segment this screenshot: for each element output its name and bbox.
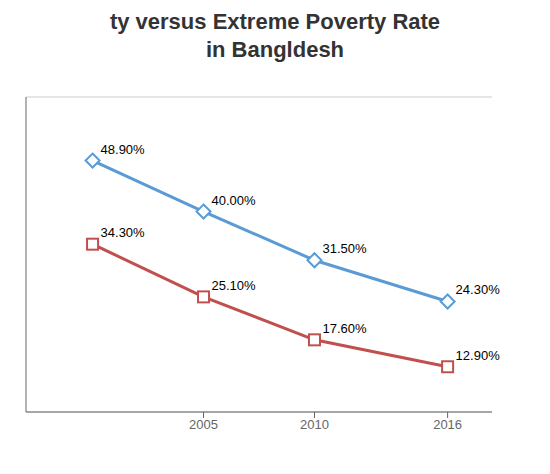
svg-text:34.30%: 34.30% — [101, 225, 146, 240]
html-text:ty versus Extreme Poverty Rate: ty versus Extreme Poverty Rate in Bangld… — [109, 9, 441, 62]
svg-text:25.10%: 25.10% — [212, 278, 257, 293]
svg-text:40.00%: 40.00% — [212, 193, 257, 208]
svg-text:2005: 2005 — [189, 417, 218, 432]
svg-text:2010: 2010 — [300, 417, 329, 432]
svg-text:17.60%: 17.60% — [322, 321, 367, 336]
svg-text:31.50%: 31.50% — [322, 241, 367, 256]
svg-text:2016: 2016 — [433, 417, 462, 432]
svg-text:24.30%: 24.30% — [456, 282, 501, 297]
svg-text:48.90%: 48.90% — [101, 142, 146, 157]
svg-text:12.90%: 12.90% — [456, 348, 501, 363]
